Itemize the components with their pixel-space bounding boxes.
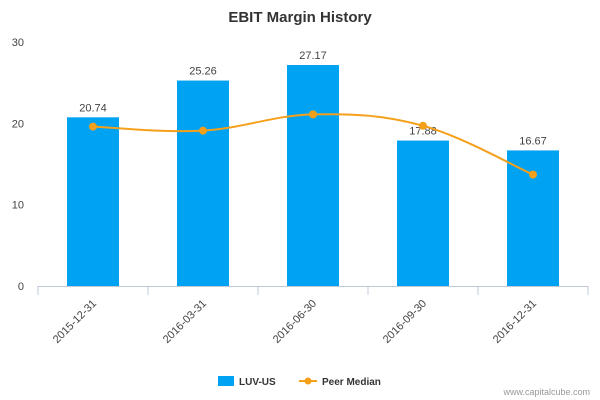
peer-median-point-2016-03-31 [199, 126, 207, 135]
credit-text: www.capitalcube.com [502, 387, 590, 397]
legend: LUV-US Peer Median [218, 376, 381, 388]
x-axis: 2015-12-31 2016-03-31 2016-06-30 2016-09-30… [37, 286, 589, 346]
peer-median-line [89, 110, 537, 179]
x-tick-label: 2016-12-31 [491, 298, 539, 346]
legend-luv-label: LUV-US [239, 377, 276, 388]
bar-value-label: 16.67 [519, 135, 547, 147]
peer-median-point-2016-09-30 [419, 121, 427, 130]
chart-title: EBIT Margin History [228, 9, 372, 26]
peer-median-point-2015-12-31 [89, 122, 97, 131]
bar-2016-09-30 [397, 140, 449, 286]
bars [67, 65, 559, 286]
peer-median-point-2016-12-31 [529, 170, 537, 179]
bar-value-label: 20.74 [79, 102, 107, 114]
bar-value-label: 27.17 [299, 50, 327, 62]
bar-2016-03-31 [177, 80, 229, 286]
legend-peer-marker-icon [304, 377, 312, 385]
legend-luv-swatch [218, 376, 234, 386]
y-tick-label: 0 [18, 281, 24, 293]
x-tick-label: 2016-03-31 [161, 298, 209, 346]
x-tick-label: 2016-06-30 [271, 298, 319, 346]
legend-peer-label: Peer Median [322, 377, 381, 388]
y-tick-label: 10 [12, 200, 24, 212]
y-axis: 0 10 20 30 [12, 37, 24, 293]
x-tick-label: 2015-12-31 [51, 298, 99, 346]
x-tick-label: 2016-09-30 [381, 298, 429, 346]
bar-value-label: 25.26 [189, 66, 217, 78]
bar-2015-12-31 [67, 117, 119, 286]
y-tick-label: 20 [12, 118, 24, 130]
peer-median-point-2016-06-30 [309, 110, 317, 119]
y-tick-label: 30 [12, 37, 24, 49]
bar-2016-06-30 [287, 65, 339, 286]
